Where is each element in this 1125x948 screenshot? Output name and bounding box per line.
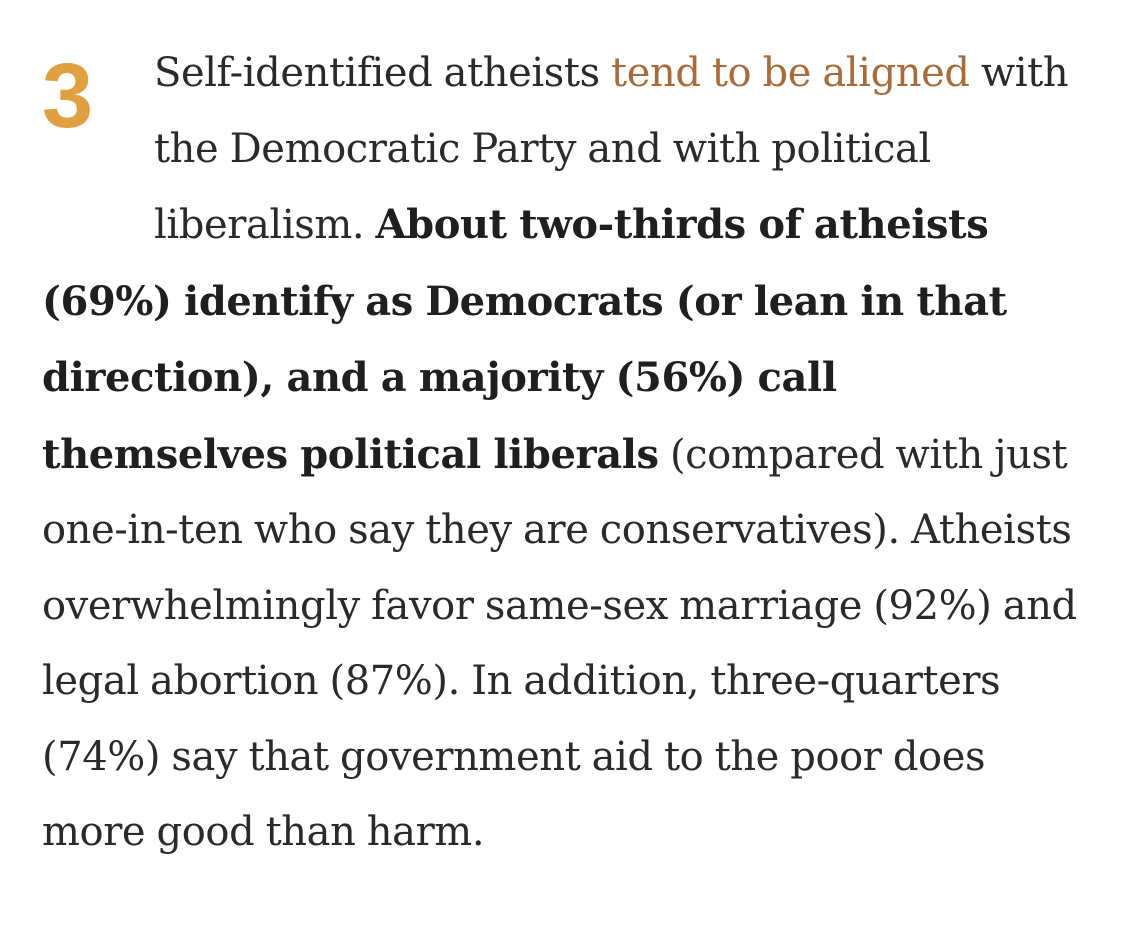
remaining-text: (compared with just one-in-ten who say t… <box>42 431 1077 856</box>
bold-statistic-text: About two-thirds of atheists (69%) ident… <box>42 201 1007 478</box>
article-item: 3 Self-identified atheists tend to be al… <box>42 36 1092 871</box>
intro-text: Self-identified atheists <box>154 50 612 96</box>
item-number: 3 <box>42 45 93 147</box>
tend-to-be-aligned-link[interactable]: tend to be aligned <box>611 50 970 96</box>
text-after-link: with the Democratic Party and with polit… <box>154 50 1069 248</box>
